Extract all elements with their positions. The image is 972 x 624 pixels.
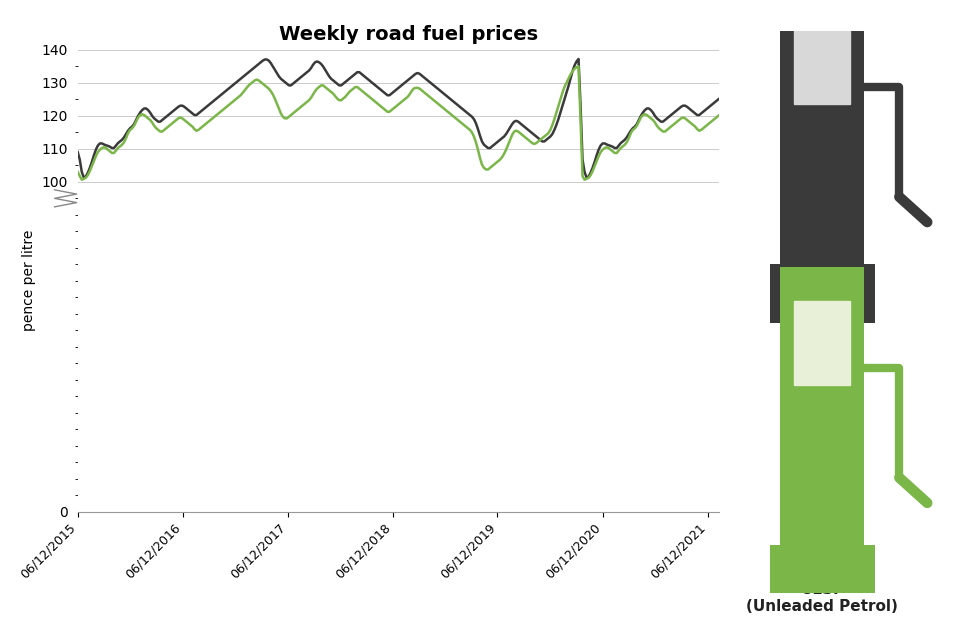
Bar [794,20,850,104]
Bar [781,0,864,281]
Bar [770,265,875,323]
Text: Weekly road fuel prices: Weekly road fuel prices [279,25,538,44]
Text: ULSD
(Diesel): ULSD (Diesel) [789,301,855,333]
Bar [794,301,850,385]
Bar [781,267,864,562]
Bar [75,192,722,512]
Text: ULSP
(Unleaded Petrol): ULSP (Unleaded Petrol) [746,582,898,614]
Bar [770,545,875,604]
Y-axis label: pence per litre: pence per litre [22,230,36,331]
